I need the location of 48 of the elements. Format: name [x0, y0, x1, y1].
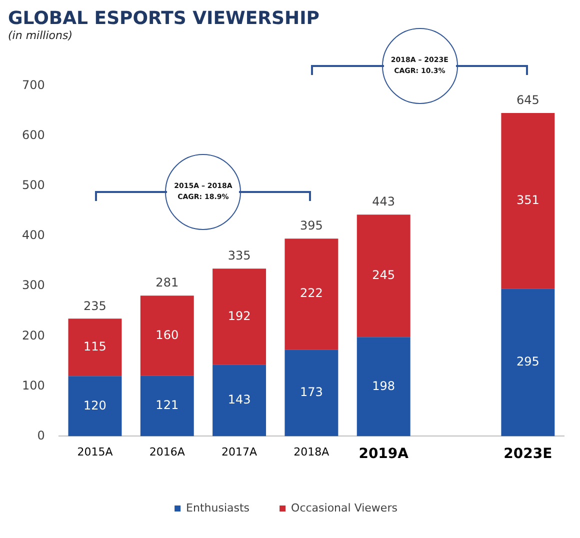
data-label: 245	[372, 268, 396, 282]
data-label: 121	[156, 398, 179, 412]
legend-label: Enthusiasts	[186, 501, 250, 514]
total-label: 645	[516, 93, 540, 108]
y-tick-label: 500	[22, 178, 45, 192]
data-label: 222	[300, 286, 323, 300]
bar	[356, 337, 410, 436]
chart-title: GLOBAL ESPORTS VIEWERSHIP	[8, 8, 320, 29]
x-tick-label: 2023E	[504, 446, 552, 462]
y-tick-label: 300	[22, 278, 45, 292]
y-tick-label: 400	[22, 228, 45, 242]
bar	[284, 238, 338, 350]
data-label: 351	[516, 192, 540, 207]
x-tick-label: 2017A	[222, 446, 258, 459]
bar	[356, 214, 410, 338]
bar	[501, 288, 555, 436]
bar	[501, 113, 555, 289]
bar	[140, 296, 194, 376]
x-tick-label: 2019A	[358, 446, 409, 462]
bar	[68, 318, 122, 376]
total-label: 395	[300, 218, 323, 233]
bar	[212, 364, 266, 436]
data-label: 160	[156, 328, 179, 342]
total-label: 281	[156, 276, 179, 290]
bar	[284, 350, 338, 436]
data-label: 295	[516, 354, 540, 369]
data-label: 173	[300, 385, 323, 400]
bar	[212, 268, 266, 365]
data-label: 120	[84, 398, 106, 412]
y-tick-label: 100	[22, 378, 45, 392]
total-label: 235	[84, 298, 106, 313]
total-label: 443	[372, 194, 396, 209]
x-tick-label: 2015A	[77, 446, 114, 459]
data-label: 192	[228, 308, 251, 323]
y-tick-label: 600	[22, 128, 45, 142]
x-tick-label: 2016A	[149, 446, 186, 459]
total-label: 335	[228, 248, 251, 263]
data-label: 115	[84, 340, 106, 354]
x-tick-label: 2018A	[294, 446, 330, 459]
y-tick-label: 700	[22, 78, 45, 92]
y-tick-label: 200	[22, 328, 45, 342]
y-tick-label: 0	[37, 428, 45, 442]
chart-subtitle: (in millions)	[8, 29, 74, 42]
data-label: 143	[228, 392, 251, 407]
bar	[68, 376, 122, 436]
legend-label: Occasional Viewers	[291, 501, 398, 514]
bar	[140, 376, 194, 436]
data-label: 198	[372, 378, 396, 393]
